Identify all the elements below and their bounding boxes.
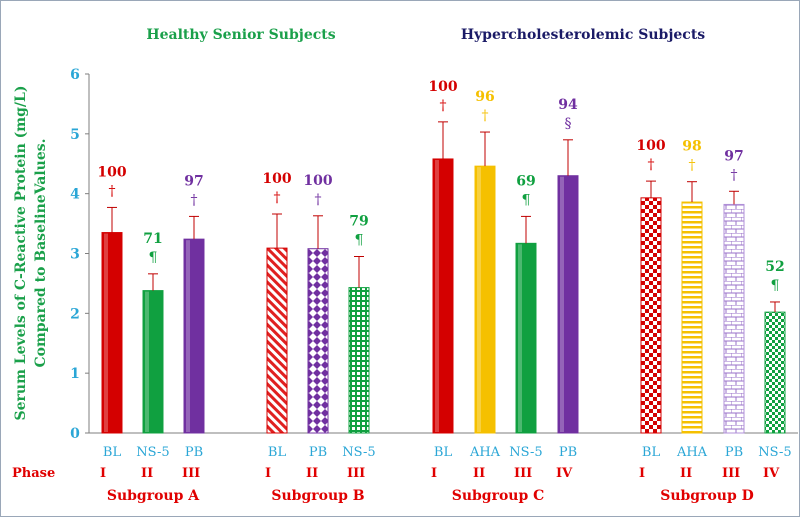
- y-tick-label: 5: [70, 127, 80, 143]
- significance-symbol: †: [315, 192, 322, 208]
- category-label: NS-5: [509, 445, 542, 460]
- subgroup-label: Subgroup A: [107, 488, 200, 504]
- significance-symbol: †: [191, 192, 198, 208]
- phase-numeral: III: [347, 466, 365, 481]
- significance-symbol: †: [109, 183, 116, 199]
- significance-symbol: ¶: [771, 278, 780, 294]
- significance-symbol: †: [274, 190, 281, 206]
- category-label: NS-5: [758, 445, 791, 460]
- phase-label: Phase: [12, 466, 55, 481]
- phase-numeral: II: [306, 466, 318, 481]
- phase-numeral: II: [141, 466, 153, 481]
- data-label: 94: [558, 97, 578, 113]
- category-label: AHA: [676, 445, 708, 460]
- bar-highlight: [145, 291, 149, 432]
- group-title: Hypercholesterolemic Subjects: [461, 27, 705, 43]
- phase-numeral: I: [100, 466, 106, 481]
- y-tick-label: 1: [70, 366, 80, 382]
- bar-highlight: [186, 240, 190, 432]
- bar-highlight: [518, 244, 522, 432]
- data-label: 100: [428, 79, 457, 95]
- significance-symbol: ¶: [522, 192, 531, 208]
- y-tick-label: 3: [70, 247, 80, 263]
- y-tick-label: 4: [70, 187, 80, 203]
- significance-symbol: †: [440, 98, 447, 114]
- data-label: 100: [636, 138, 665, 154]
- bar-highlight: [104, 233, 108, 432]
- y-tick-label: 6: [70, 67, 80, 83]
- significance-symbol: ¶: [149, 250, 158, 266]
- bar[interactable]: [640, 197, 662, 434]
- significance-symbol: †: [731, 167, 738, 183]
- data-label: 97: [184, 173, 203, 189]
- category-label: BL: [434, 445, 453, 460]
- y-tick-label: 2: [70, 306, 80, 322]
- category-label: NS-5: [342, 445, 375, 460]
- category-label: BL: [268, 445, 287, 460]
- bar-highlight: [435, 159, 439, 433]
- phase-numeral: II: [473, 466, 485, 481]
- category-label: AHA: [469, 445, 501, 460]
- phase-numeral: IV: [763, 466, 780, 481]
- category-label: PB: [185, 445, 203, 460]
- bar[interactable]: [266, 247, 288, 434]
- phase-numeral: IV: [556, 466, 573, 481]
- category-label: PB: [309, 445, 327, 460]
- significance-symbol: §: [565, 116, 572, 132]
- category-label: PB: [725, 445, 743, 460]
- bar-highlight: [560, 176, 564, 432]
- bar-highlight: [477, 167, 481, 433]
- data-label: 69: [516, 173, 535, 189]
- phase-numeral: I: [639, 466, 645, 481]
- data-label: 79: [349, 213, 368, 229]
- bar[interactable]: [764, 311, 786, 434]
- category-label: NS-5: [136, 445, 169, 460]
- data-label: 100: [97, 164, 126, 180]
- y-axis-label-line1: Serum Levels of C-Reactive Protein (mg/L…: [13, 86, 29, 421]
- bar[interactable]: [307, 248, 329, 434]
- phase-numeral: III: [182, 466, 200, 481]
- significance-symbol: †: [482, 108, 489, 124]
- bar[interactable]: [348, 287, 370, 434]
- subgroup-label: Subgroup B: [271, 488, 364, 504]
- group-title: Healthy Senior Subjects: [146, 27, 335, 43]
- category-label: BL: [642, 445, 661, 460]
- data-label: 71: [143, 231, 162, 247]
- data-label: 98: [682, 139, 701, 155]
- phase-numeral: III: [514, 466, 532, 481]
- category-label: PB: [559, 445, 577, 460]
- significance-symbol: †: [689, 158, 696, 174]
- significance-symbol: ¶: [355, 232, 364, 248]
- category-label: BL: [103, 445, 122, 460]
- phase-numeral: III: [722, 466, 740, 481]
- phase-numeral: I: [265, 466, 271, 481]
- subgroup-label: Subgroup D: [660, 488, 754, 504]
- phase-numeral: I: [431, 466, 437, 481]
- phase-numeral: II: [680, 466, 692, 481]
- y-axis-label-line2: Compared to BaselineValues.: [33, 138, 49, 367]
- data-label: 100: [303, 173, 332, 189]
- data-label: 52: [765, 259, 784, 275]
- bar[interactable]: [723, 203, 745, 434]
- bar[interactable]: [681, 201, 703, 434]
- data-label: 96: [475, 89, 494, 105]
- y-tick-label: 0: [70, 426, 80, 442]
- subgroup-label: Subgroup C: [452, 488, 545, 504]
- data-label: 100: [262, 171, 291, 187]
- significance-symbol: †: [648, 157, 655, 173]
- data-label: 97: [724, 148, 743, 164]
